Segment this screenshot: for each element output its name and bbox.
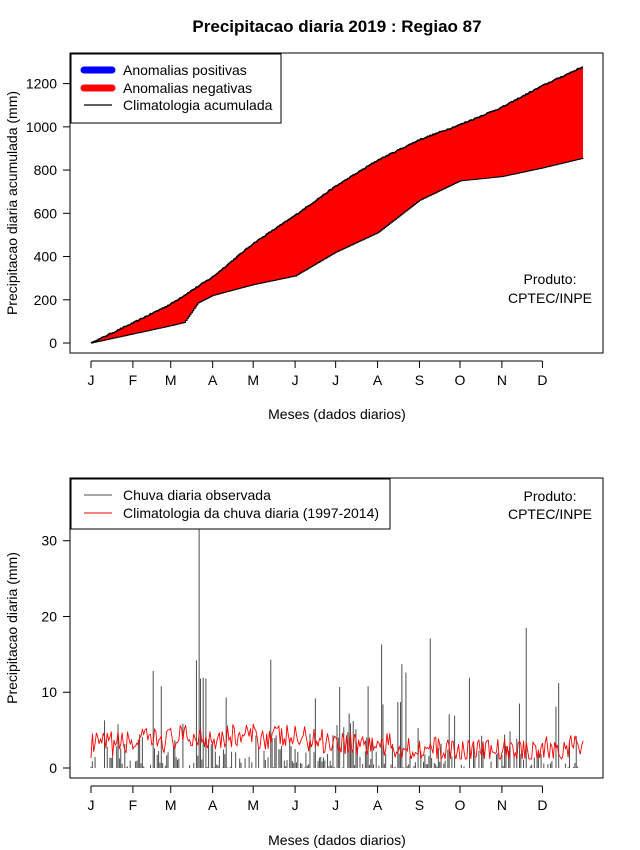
product-label: Produto: — [524, 271, 577, 287]
y-tick-label: 20 — [41, 608, 57, 624]
legend-entry: Climatologia acumulada — [123, 97, 273, 113]
legend-entry: Anomalias positivas — [123, 62, 247, 78]
y-axis: 0 200 400 600 800 1000 1200 — [26, 76, 70, 351]
legend-entry: Anomalias negativas — [123, 80, 252, 96]
x-tick-label: A — [373, 797, 383, 813]
x-tick-label: A — [373, 372, 383, 388]
daily-climatology-line — [90, 723, 584, 761]
climatology-accumulated-line — [90, 66, 583, 344]
legend: Anomalias positivas Anomalias negativas … — [70, 53, 282, 124]
x-tick-label: M — [165, 372, 177, 388]
legend-entry: Chuva diaria observada — [123, 487, 271, 503]
x-tick-label: O — [455, 797, 466, 813]
x-axis-label: Meses (dados diarios) — [268, 406, 406, 422]
figure-title: Precipitacao diaria 2019 : Regiao 87 — [192, 17, 481, 36]
y-axis: 0 10 20 30 — [41, 533, 70, 776]
y-tick-label: 0 — [49, 760, 57, 776]
daily-panel: 0 10 20 30 J F M A M J J A S O N D Meses (dados diario… — [4, 477, 604, 848]
x-tick-label: D — [537, 797, 547, 813]
x-tick-label: O — [455, 372, 466, 388]
plot-frame — [69, 52, 604, 354]
legend: Chuva diaria observada Climatologia da c… — [70, 478, 391, 530]
y-axis-label: Precipitacao diaria (mm) — [4, 552, 20, 704]
x-tick-label: F — [129, 372, 138, 388]
product-source: CPTEC/INPE — [508, 290, 592, 306]
x-axis-label: Meses (dados diarios) — [268, 832, 406, 848]
x-tick-label: J — [292, 372, 299, 388]
y-axis-label: Precipitacao diaria acumulada (mm) — [4, 91, 20, 315]
x-tick-label: F — [129, 797, 138, 813]
y-tick-label: 200 — [34, 292, 58, 308]
observed-accumulated-line — [91, 158, 584, 344]
product-source: CPTEC/INPE — [508, 506, 592, 522]
accumulated-panel: 0 200 400 600 800 1000 1200 J F M A M J J A S O N D Meses… — [4, 52, 604, 422]
x-tick-label: A — [208, 372, 218, 388]
x-tick-label: N — [497, 372, 507, 388]
observed-daily-bars — [90, 527, 579, 768]
x-tick-label: A — [208, 797, 218, 813]
x-tick-label: N — [497, 797, 507, 813]
x-tick-label: M — [247, 797, 259, 813]
x-tick-label: J — [332, 797, 339, 813]
y-tick-label: 1000 — [26, 119, 57, 135]
y-tick-label: 800 — [34, 162, 58, 178]
y-tick-label: 400 — [34, 249, 58, 265]
x-tick-label: M — [165, 797, 177, 813]
x-tick-label: J — [88, 372, 95, 388]
x-tick-label: D — [537, 372, 547, 388]
legend-box — [70, 478, 391, 530]
x-tick-label: M — [247, 372, 259, 388]
x-tick-label: S — [415, 372, 424, 388]
x-tick-label: J — [292, 797, 299, 813]
x-tick-label: S — [415, 797, 424, 813]
y-tick-label: 30 — [41, 533, 57, 549]
product-label: Produto: — [524, 488, 577, 504]
y-tick-label: 1200 — [26, 76, 57, 92]
negative-anomaly-area — [91, 67, 583, 344]
plot-frame — [69, 477, 604, 779]
x-tick-label: J — [332, 372, 339, 388]
y-tick-label: 10 — [41, 684, 57, 700]
y-tick-label: 600 — [34, 205, 58, 221]
legend-entry: Climatologia da chuva diaria (1997-2014) — [123, 505, 379, 521]
y-tick-label: 0 — [49, 335, 57, 351]
x-tick-label: J — [88, 797, 95, 813]
